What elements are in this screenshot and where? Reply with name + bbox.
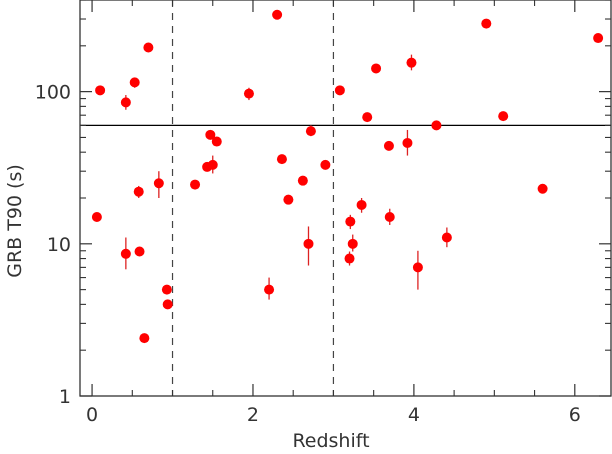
plot-frame	[79, 0, 612, 397]
data-point	[412, 262, 423, 273]
data-point	[334, 85, 345, 96]
data-points	[91, 9, 604, 344]
data-point	[143, 42, 154, 53]
data-point	[134, 246, 145, 257]
data-point	[356, 199, 367, 210]
y-tick-label: 1	[59, 386, 71, 408]
data-point	[276, 154, 287, 165]
data-point	[498, 111, 509, 122]
data-point	[120, 248, 131, 259]
data-point	[537, 183, 548, 194]
data-point	[402, 137, 413, 148]
data-point	[129, 77, 140, 88]
data-point	[190, 179, 201, 190]
data-point	[320, 159, 331, 170]
x-tick-label: 0	[86, 404, 98, 426]
y-tick-label: 10	[47, 234, 71, 256]
data-point	[161, 284, 172, 295]
data-point	[205, 129, 216, 140]
x-tick-label: 6	[569, 404, 581, 426]
data-point	[406, 57, 417, 68]
data-point	[297, 175, 308, 186]
data-point	[347, 238, 358, 249]
x-tick-label: 4	[408, 404, 420, 426]
data-point	[120, 97, 131, 108]
y-tick-label: 100	[35, 82, 71, 104]
data-point	[264, 284, 275, 295]
data-point	[593, 33, 604, 44]
data-point	[283, 194, 294, 205]
axis-ticks	[80, 0, 611, 397]
data-point	[362, 112, 373, 123]
data-point	[243, 88, 254, 99]
data-point	[345, 216, 356, 227]
data-point	[211, 136, 222, 147]
data-point	[95, 85, 106, 96]
data-point	[207, 159, 218, 170]
data-point	[272, 9, 283, 20]
data-point	[431, 120, 442, 131]
data-point	[384, 212, 395, 223]
tick-labels: 0 2 4 6 1 10 100	[35, 82, 581, 426]
data-point	[153, 178, 164, 189]
data-point	[305, 126, 316, 137]
data-point	[162, 299, 173, 310]
reference-lines	[80, 0, 611, 396]
axes-frame	[79, 0, 612, 397]
data-point	[441, 232, 452, 243]
x-tick-label: 2	[247, 404, 259, 426]
data-point	[344, 253, 355, 264]
data-point	[91, 212, 102, 223]
y-axis-title: GRB T90 (s)	[4, 164, 26, 278]
data-point	[133, 186, 144, 197]
data-point	[383, 140, 394, 151]
data-point	[371, 63, 382, 74]
data-point	[139, 333, 150, 344]
data-point	[303, 238, 314, 249]
x-axis-title: Redshift	[292, 430, 369, 452]
data-point	[481, 18, 492, 29]
